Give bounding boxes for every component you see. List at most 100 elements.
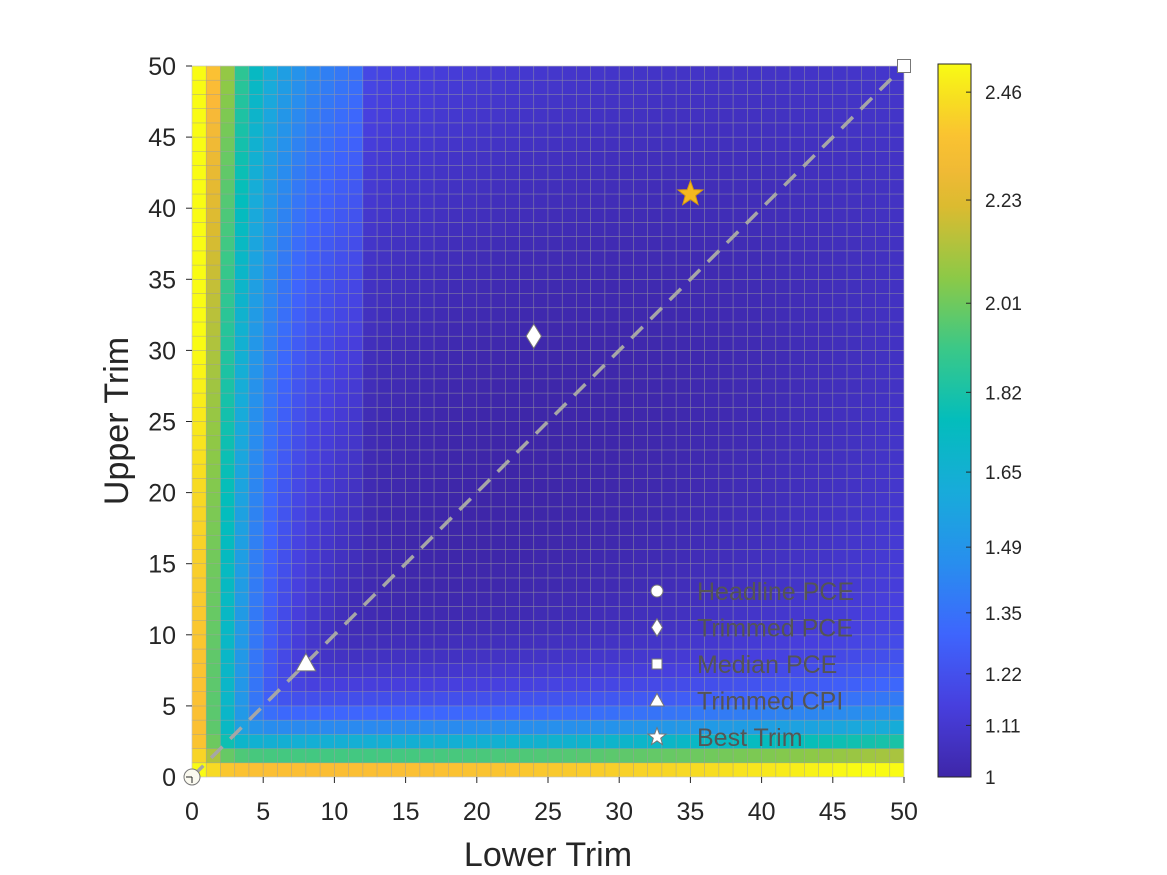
heatmap-cell: [348, 406, 364, 422]
heatmap-cell: [348, 677, 364, 692]
heatmap-cell: [732, 350, 748, 365]
heatmap-cell: [875, 492, 891, 508]
heatmap-cell: [675, 734, 691, 749]
colorbar-tick-label: 2.01: [985, 294, 1022, 315]
heatmap-cell: [504, 492, 520, 508]
heatmap-cell: [704, 506, 720, 522]
heatmap-cell: [234, 577, 250, 593]
heatmap-cell: [376, 293, 392, 309]
heatmap-cell: [576, 65, 592, 81]
heatmap-cell: [362, 563, 378, 579]
heatmap-cell: [220, 478, 236, 493]
heatmap-cell: [761, 236, 777, 252]
heatmap-cell: [448, 392, 463, 408]
heatmap-cell: [462, 620, 478, 636]
heatmap-cell: [234, 122, 250, 138]
heatmap-cell: [376, 108, 392, 124]
heatmap-cell: [789, 392, 805, 408]
heatmap-cell: [633, 449, 648, 465]
heatmap-cell: [220, 421, 236, 437]
heatmap-cell: [875, 307, 891, 323]
heatmap-cell: [618, 648, 634, 664]
heatmap-cell: [860, 250, 876, 266]
heatmap-cell: [604, 378, 620, 394]
heatmap-cell: [561, 278, 577, 294]
heatmap-cell: [675, 606, 691, 621]
heatmap-cell: [775, 278, 791, 294]
heatmap-cell: [860, 108, 876, 124]
heatmap-cell: [205, 421, 221, 437]
heatmap-cell: [405, 94, 421, 109]
heatmap-cell: [604, 364, 620, 380]
heatmap-cell: [490, 364, 506, 380]
heatmap-cell: [234, 207, 250, 223]
heatmap-cell: [205, 264, 221, 280]
heatmap-cell: [220, 762, 236, 778]
heatmap-cell: [633, 122, 648, 138]
heatmap-cell: [519, 65, 535, 81]
heatmap-cell: [761, 478, 777, 493]
heatmap-cell: [448, 421, 463, 437]
heatmap-cell: [860, 534, 876, 550]
heatmap-cell: [376, 478, 392, 493]
heatmap-cell: [476, 563, 492, 579]
heatmap-cell: [547, 364, 563, 380]
heatmap-cell: [875, 264, 891, 280]
heatmap-cell: [818, 207, 834, 223]
heatmap-cell: [533, 293, 549, 309]
heatmap-cell: [533, 606, 549, 621]
heatmap-cell: [376, 534, 392, 550]
heatmap-cell: [248, 421, 264, 437]
heatmap-cell: [860, 734, 876, 749]
heatmap-cell: [476, 421, 492, 437]
heatmap-cell: [775, 193, 791, 209]
heatmap-cell: [277, 449, 292, 465]
heatmap-cell: [889, 250, 905, 266]
heatmap-cell: [191, 648, 207, 664]
heatmap-cell: [262, 762, 278, 778]
heatmap-cell: [362, 606, 378, 621]
heatmap-cell: [889, 179, 905, 195]
heatmap-cell: [576, 534, 592, 550]
heatmap-cell: [661, 691, 677, 707]
heatmap-cell: [690, 151, 705, 166]
heatmap-cell: [647, 392, 663, 408]
heatmap-cell: [448, 620, 463, 636]
heatmap-cell: [818, 549, 834, 564]
heatmap-cell: [220, 534, 236, 550]
heatmap-cell: [832, 719, 848, 735]
heatmap-cell: [348, 307, 364, 323]
heatmap-cell: [391, 449, 406, 465]
heatmap-cell: [348, 264, 364, 280]
heatmap-cell: [405, 392, 421, 408]
heatmap-cell: [533, 278, 549, 294]
heatmap-cell: [305, 691, 321, 707]
heatmap-cell: [291, 719, 307, 735]
heatmap-cell: [362, 264, 378, 280]
diagonal-line: [190, 64, 906, 779]
heatmap-cell: [675, 108, 691, 124]
heatmap-cell: [604, 748, 620, 764]
heatmap-cell: [376, 193, 392, 209]
heatmap-cell: [220, 406, 236, 422]
heatmap-cell: [661, 179, 677, 195]
heatmap-cell: [789, 179, 805, 195]
heatmap-cell: [846, 705, 862, 721]
heatmap-cell: [860, 762, 876, 778]
heatmap-cell: [362, 207, 378, 223]
heatmap-cell: [262, 606, 278, 621]
heatmap-cell: [334, 478, 349, 493]
heatmap-cell: [448, 677, 463, 692]
heatmap-cell: [547, 165, 563, 181]
heatmap-cell: [419, 748, 435, 764]
heatmap-cell: [391, 762, 406, 778]
heatmap-cell: [405, 463, 421, 479]
heatmap-cell: [362, 577, 378, 593]
heatmap-cell: [504, 321, 520, 337]
heatmap-cell: [234, 478, 250, 493]
heatmap-cell: [561, 435, 577, 451]
heatmap-cell: [405, 207, 421, 223]
heatmap-cell: [775, 364, 791, 380]
heatmap-cell: [490, 606, 506, 621]
heatmap-cell: [291, 278, 307, 294]
